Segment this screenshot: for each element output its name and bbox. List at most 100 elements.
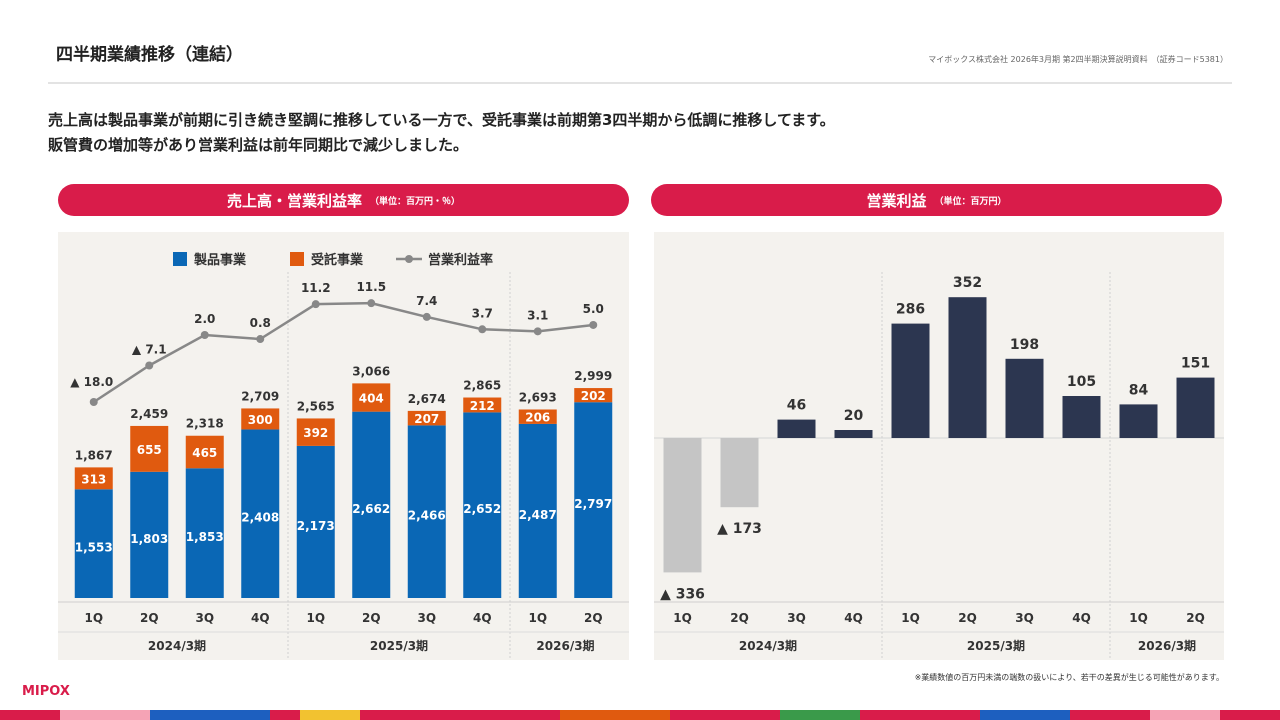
total-value-label: 2,318 xyxy=(186,417,224,431)
product-value-label: 2,797 xyxy=(574,497,612,511)
margin-value-label: 7.4 xyxy=(416,294,437,308)
profit-chart-title: 営業利益 xyxy=(866,191,927,210)
x-tick-label: 2Q xyxy=(362,611,381,625)
margin-value-label: ▲ 18.0 xyxy=(70,375,113,389)
x-tick-label: 2Q xyxy=(140,611,159,625)
lead-line-1: 売上高は製品事業が前期に引き続き堅調に推移している一方で、受託事業は前期第3四半… xyxy=(48,111,835,129)
contract-value-label: 300 xyxy=(248,413,273,427)
product-bar xyxy=(463,412,502,598)
margin-value-label: ▲ 7.1 xyxy=(132,342,167,356)
product-bar xyxy=(518,423,557,598)
x-tick-label: 2Q xyxy=(958,611,977,625)
product-bar xyxy=(185,468,224,598)
profit-bar xyxy=(720,438,759,508)
footnote: ※業績数値の百万円未満の端数の扱いにより、若干の差異が生じる可能性があります。 xyxy=(914,673,1224,682)
sales-chart: 1,553 313 1,867 1Q 1,803 655 2,459 2Q 1,853 465 2,… xyxy=(58,252,629,660)
profit-value-label: 151 xyxy=(1181,356,1210,372)
contract-bar xyxy=(352,383,391,412)
total-value-label: 2,693 xyxy=(519,390,557,404)
legend-swatch-product xyxy=(173,252,187,266)
total-value-label: 2,674 xyxy=(408,392,446,406)
x-tick-label: 4Q xyxy=(1072,611,1091,625)
x-tick-label: 3Q xyxy=(195,611,214,625)
x-tick-label: 3Q xyxy=(1015,611,1034,625)
sales-chart-header: 売上高・営業利益率 （単位：百万円・％） xyxy=(58,184,629,216)
margin-point xyxy=(589,320,598,329)
contract-bar xyxy=(74,467,113,490)
product-value-label: 1,803 xyxy=(130,532,168,546)
profit-chart-header: 営業利益 （単位：百万円） xyxy=(651,184,1222,216)
product-bar xyxy=(407,425,446,598)
profit-bar xyxy=(948,297,987,438)
profit-value-label: 46 xyxy=(787,398,806,414)
total-value-label: 2,459 xyxy=(130,407,168,421)
x-tick-label: 1Q xyxy=(901,611,920,625)
x-tick-label: 2Q xyxy=(1186,611,1205,625)
profit-bar xyxy=(777,419,816,438)
product-value-label: 1,853 xyxy=(186,530,224,544)
profit-chart-panel: ▲ 336 1Q ▲ 173 2Q 46 3Q 20 4Q 286 1Q 352 2Q 198 3Q 105… xyxy=(654,232,1224,660)
page-title: 四半期業績推移（連結） xyxy=(56,45,243,65)
product-value-label: 2,173 xyxy=(297,519,335,533)
margin-point xyxy=(478,325,487,334)
period-label: 2026/3期 xyxy=(536,638,594,653)
contract-value-label: 207 xyxy=(414,412,439,426)
product-value-label: 2,662 xyxy=(352,502,390,516)
x-tick-label: 1Q xyxy=(673,611,692,625)
contract-value-label: 206 xyxy=(525,411,550,425)
margin-value-label: 2.0 xyxy=(194,312,215,326)
contract-value-label: 313 xyxy=(81,472,106,486)
profit-bar xyxy=(1005,358,1044,438)
x-tick-label: 4Q xyxy=(251,611,270,625)
legend-label-contract: 受託事業 xyxy=(311,252,364,268)
profit-value-label: 84 xyxy=(1129,382,1149,398)
contract-value-label: 202 xyxy=(581,389,606,403)
contract-value-label: 465 xyxy=(192,446,217,460)
x-tick-label: 4Q xyxy=(473,611,492,625)
total-value-label: 2,709 xyxy=(241,389,279,403)
margin-point xyxy=(256,335,265,344)
product-value-label: 2,652 xyxy=(463,502,501,516)
sales-chart-title: 売上高・営業利益率 xyxy=(226,191,362,210)
product-bar xyxy=(74,489,113,598)
product-bar xyxy=(574,402,613,598)
x-tick-label: 3Q xyxy=(417,611,436,625)
x-tick-label: 2Q xyxy=(730,611,749,625)
contract-value-label: 392 xyxy=(303,426,328,440)
header-divider xyxy=(48,82,1232,84)
period-label: 2024/3期 xyxy=(739,638,797,653)
x-tick-label: 2Q xyxy=(584,611,603,625)
lead-text: 売上高は製品事業が前期に引き続き堅調に推移している一方で、受託事業は前期第3四半… xyxy=(48,108,1232,158)
operating-profit-chart: ▲ 336 1Q ▲ 173 2Q 46 3Q 20 4Q 286 1Q 352 2Q 198 3Q 105… xyxy=(654,272,1224,660)
legend-label-margin: 営業利益率 xyxy=(428,252,493,268)
total-value-label: 3,066 xyxy=(352,364,390,378)
product-bar xyxy=(296,445,335,598)
margin-value-label: 3.7 xyxy=(472,306,493,320)
margin-point xyxy=(200,331,209,339)
product-value-label: 2,408 xyxy=(241,511,279,525)
profit-value-label: ▲ 173 xyxy=(717,521,762,537)
profit-bar xyxy=(1062,396,1101,438)
x-tick-label: 3Q xyxy=(787,611,806,625)
profit-value-label: 20 xyxy=(844,408,864,424)
source-note: マイボックス株式会社 2026年3月期 第2四半期決算説明資料 （証券コード53… xyxy=(928,55,1228,64)
margin-point xyxy=(89,398,98,406)
profit-bar xyxy=(1176,377,1215,438)
legend-swatch-contract xyxy=(290,252,304,266)
x-tick-label: 1Q xyxy=(306,611,325,625)
profit-bar xyxy=(663,438,702,573)
product-value-label: 1,553 xyxy=(75,541,113,555)
contract-bar xyxy=(574,388,613,403)
product-bar xyxy=(352,411,391,598)
period-label: 2026/3期 xyxy=(1138,638,1196,653)
period-label: 2025/3期 xyxy=(967,638,1025,653)
total-value-label: 2,865 xyxy=(463,379,501,393)
legend-label-product: 製品事業 xyxy=(193,252,247,268)
margin-value-label: 5.0 xyxy=(583,302,604,316)
x-tick-label: 4Q xyxy=(844,611,863,625)
margin-point xyxy=(422,312,431,321)
x-tick-label: 1Q xyxy=(1129,611,1148,625)
total-value-label: 2,565 xyxy=(297,399,335,413)
contract-bar xyxy=(185,435,224,469)
contract-bar xyxy=(518,409,557,424)
